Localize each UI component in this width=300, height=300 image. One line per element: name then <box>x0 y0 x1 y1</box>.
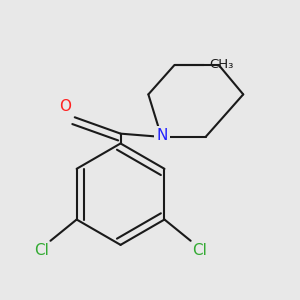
Text: N: N <box>156 128 168 143</box>
Text: Cl: Cl <box>34 243 49 258</box>
Text: N: N <box>156 128 168 143</box>
Text: CH₃: CH₃ <box>209 58 233 71</box>
Text: O: O <box>59 99 71 114</box>
Text: Cl: Cl <box>192 243 207 258</box>
